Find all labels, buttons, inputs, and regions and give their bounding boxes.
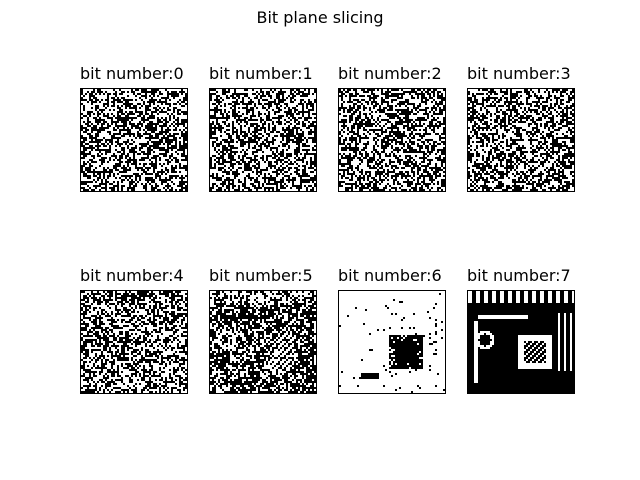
plane-pixels	[81, 89, 187, 191]
bit-plane-svg	[210, 89, 316, 191]
bit-plane-svg	[81, 89, 187, 191]
figure-title: Bit plane slicing	[256, 8, 384, 27]
panel-bit-7: bit number:7	[467, 266, 597, 406]
panel-bit-4: bit number:4	[80, 266, 210, 406]
plane-pixels	[339, 291, 445, 393]
bit-plane-image	[209, 88, 317, 192]
bit-plane-image	[338, 290, 446, 394]
bit-plane-image	[467, 290, 575, 394]
plane-pixels	[339, 89, 445, 191]
bit-plane-svg	[339, 291, 445, 393]
panel-bit-1: bit number:1	[209, 64, 339, 204]
plane-pixels	[468, 291, 574, 383]
panel-title: bit number:1	[209, 64, 313, 83]
bit-plane-image	[467, 88, 575, 192]
panel-title: bit number:6	[338, 266, 442, 285]
panel-bit-2: bit number:2	[338, 64, 468, 204]
panel-title: bit number:5	[209, 266, 313, 285]
panel-title: bit number:3	[467, 64, 571, 83]
panel-bit-6: bit number:6	[338, 266, 468, 406]
bit-plane-image	[80, 290, 188, 394]
bit-plane-image	[80, 88, 188, 192]
plane-pixels	[468, 89, 574, 191]
bit-plane-svg	[81, 291, 187, 393]
bit-plane-svg	[210, 291, 316, 393]
panel-title: bit number:4	[80, 266, 184, 285]
bit-plane-svg	[468, 291, 574, 393]
panel-bit-5: bit number:5	[209, 266, 339, 406]
bit-plane-image	[209, 290, 317, 394]
panel-title: bit number:0	[80, 64, 184, 83]
bit-plane-svg	[339, 89, 445, 191]
panel-title: bit number:7	[467, 266, 571, 285]
panel-bit-0: bit number:0	[80, 64, 210, 204]
plane-pixels	[210, 89, 316, 191]
plane-pixels	[210, 291, 316, 393]
panel-bit-3: bit number:3	[467, 64, 597, 204]
bit-plane-svg	[468, 89, 574, 191]
panel-title: bit number:2	[338, 64, 442, 83]
plane-pixels	[81, 291, 187, 393]
bit-plane-image	[338, 88, 446, 192]
